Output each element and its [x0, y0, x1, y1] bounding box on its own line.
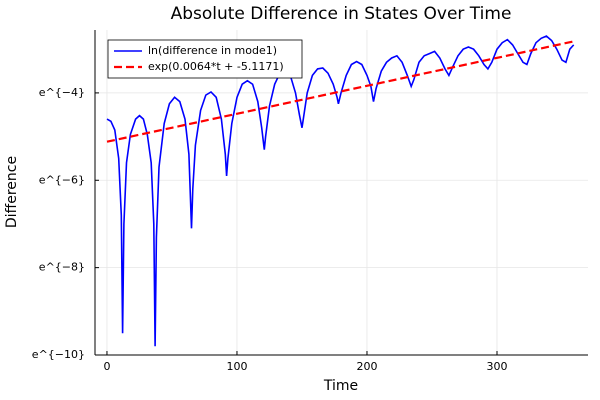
x-tick-label: 300 [486, 360, 507, 373]
y-tick-label: e^{−8} [39, 261, 85, 274]
chart-title: Absolute Difference in States Over Time [171, 4, 512, 24]
y-tick-label: e^{−4} [39, 86, 85, 99]
y-tick-label: e^{−10} [32, 348, 85, 361]
legend-label: exp(0.0064*t + -5.1171) [148, 60, 284, 73]
legend-label: ln(difference in mode1) [148, 44, 277, 57]
x-tick-label: 0 [103, 360, 110, 373]
y-axis-label: Difference [4, 156, 20, 228]
y-tick-label: e^{−6} [39, 173, 85, 186]
line-series [106, 35, 575, 347]
line-series [106, 40, 576, 143]
legend-box [107, 39, 303, 79]
x-tick-label: 100 [226, 360, 247, 373]
x-tick-label: 200 [356, 360, 377, 373]
x-axis-label: Time [323, 378, 358, 394]
